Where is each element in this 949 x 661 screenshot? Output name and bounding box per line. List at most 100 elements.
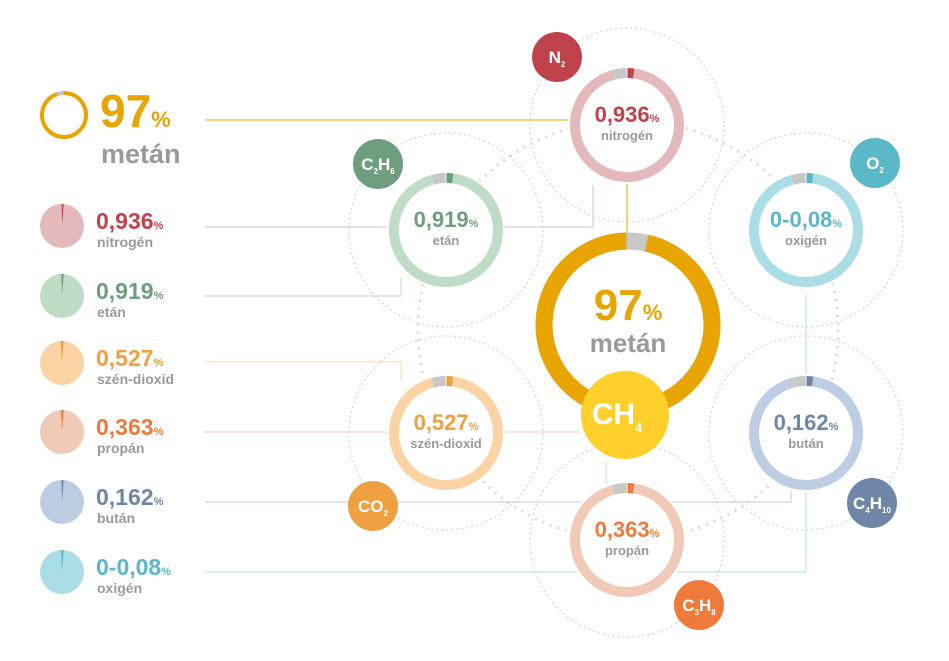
legend-metan-ring: [40, 91, 88, 139]
badge-formula-nitrogen: N2: [549, 48, 566, 69]
badge-circle-oxigen: [850, 138, 900, 188]
halo-etan: [348, 132, 544, 328]
ch4-badge: CH4: [581, 371, 669, 459]
legend-item-propan: 0,363%propán: [40, 409, 164, 456]
ring-value-etan: 0,919%: [414, 207, 479, 232]
ring-arc-szendioxid: [389, 376, 503, 490]
legend-item-etan: 0,919%etán: [40, 273, 164, 320]
badge-formula-propan: C3H8: [682, 596, 716, 617]
badge-circle-propan: [674, 580, 724, 630]
ring-value-oxigen: 0-0,08%: [770, 207, 842, 232]
ring-nitrogen: 0,936%nitrogén: [568, 66, 686, 184]
legend-value-oxigen: 0-0,08%: [96, 554, 171, 580]
ring-arc-oxigen: [749, 173, 863, 287]
badge-etan: C2H6: [353, 139, 403, 189]
ring-label-nitrogen: nitrogén: [601, 128, 653, 143]
legend-pie-gap-szendioxid: [60, 340, 62, 363]
legend-metan-gap: [56, 91, 64, 97]
legend-pie-slice-oxigen: [62, 549, 64, 572]
halo-nitrogen: [529, 27, 725, 223]
badge-circle-nitrogen: [532, 32, 582, 82]
ring-label-propan: propán: [605, 543, 649, 558]
legend-pie-gap-butan: [60, 479, 62, 502]
legend-label-propan: propán: [97, 440, 144, 456]
ring-arc-nitrogen: [570, 68, 684, 182]
ring-backdrop-nitrogen: [568, 66, 686, 184]
legend-label-szendioxid: szén-dioxid: [97, 371, 174, 387]
legend-label-etan: etán: [97, 304, 126, 320]
ring-gap-etan: [431, 173, 446, 185]
ring-gap-nitrogen: [612, 68, 627, 80]
ring-value-butan: 0,162%: [774, 410, 839, 435]
badge-formula-oxigen: O2: [866, 154, 884, 175]
ring-value-propan: 0,363%: [595, 517, 660, 542]
metan-center-value: 97%: [594, 281, 663, 330]
ring-arc-butan: [749, 376, 863, 490]
legend-label-nitrogen: nitrogén: [97, 234, 153, 250]
ring-label-szendioxid: szén-dioxid: [410, 436, 482, 451]
ring-propan: 0,363%propán: [568, 481, 686, 599]
ring-etan: 0,919%etán: [387, 171, 505, 289]
ring-value-nitrogen: 0,936%: [595, 102, 660, 127]
ring-backdrop-oxigen: [747, 171, 865, 289]
ch4-formula: CH4: [592, 398, 643, 435]
ring-backdrop-butan: [747, 374, 865, 492]
legend-label-butan: bután: [97, 510, 135, 526]
ring-oxigen: 0-0,08%oxigén: [747, 171, 865, 289]
legend-value-etan: 0,919%: [96, 278, 164, 304]
ring-label-oxigen: oxigén: [785, 233, 827, 248]
legend-pie-gap-nitrogen: [60, 203, 62, 226]
legend-pie-gap-etan: [60, 273, 62, 296]
legend-metan-label: metán: [101, 139, 181, 169]
ring-szendioxid: 0,527%szén-dioxid: [387, 374, 505, 492]
legend-metan: 97% metán: [40, 85, 181, 169]
badge-circle-butan: [847, 478, 897, 528]
ring-gap-szendioxid: [431, 376, 446, 388]
badge-szendioxid: CO2: [348, 481, 398, 531]
legend-value-szendioxid: 0,527%: [96, 345, 164, 371]
legend-pie-gap-propan: [60, 409, 62, 432]
ring-gap-oxigen: [791, 173, 806, 185]
ring-arc-propan: [570, 483, 684, 597]
badge-formula-szendioxid: CO2: [358, 497, 389, 518]
legend-pie-slice-butan: [62, 479, 64, 502]
component-rings: 0,936%nitrogén 0,919%etán 0,527%szén-dioxi…: [387, 66, 865, 599]
legend-pie-slice-szendioxid: [62, 340, 64, 363]
legend-value-propan: 0,363%: [96, 414, 164, 440]
ring-label-etan: etán: [433, 233, 460, 248]
legend-pie-slice-propan: [62, 409, 64, 432]
legend-item-nitrogen: 0,936%nitrogén: [40, 203, 164, 250]
badge-oxigen: O2: [850, 138, 900, 188]
legend-list: 0,936%nitrogén 0,919%etán 0,527%szén-dioxi…: [40, 203, 174, 596]
badge-nitrogen: N2: [532, 32, 582, 82]
ch4-badge-circle: [581, 371, 669, 459]
ring-butan: 0,162%bután: [747, 374, 865, 492]
metan-center-label: metán: [590, 328, 667, 358]
badge-circle-szendioxid: [348, 481, 398, 531]
legend-item-szendioxid: 0,527%szén-dioxid: [40, 340, 174, 387]
legend-value-butan: 0,162%: [96, 484, 164, 510]
legend-label-oxigen: oxigén: [97, 580, 142, 596]
ring-label-butan: bután: [788, 436, 823, 451]
legend-metan-value: 97%: [100, 85, 171, 137]
connector-etan: [205, 278, 402, 297]
legend-item-oxigen: 0-0,08%oxigén: [40, 549, 171, 596]
legend-pie-slice-etan: [62, 273, 64, 296]
badge-formula-etan: C2H6: [361, 155, 395, 176]
badge-propan: C3H8: [674, 580, 724, 630]
halo-szendioxid: [348, 335, 544, 531]
legend-item-butan: 0,162%bután: [40, 479, 164, 526]
halo-oxigen: [708, 132, 904, 328]
connector-szendioxid: [205, 361, 402, 380]
legend-pie-gap-oxigen: [60, 549, 62, 572]
legend-value-nitrogen: 0,936%: [96, 208, 164, 234]
ring-backdrop-etan: [387, 171, 505, 289]
ring-gap-propan: [612, 483, 627, 495]
ring-gap-butan: [791, 376, 806, 388]
connector-nitrogen: [205, 185, 594, 228]
badge-butan: C4H10: [847, 478, 897, 528]
formula-badges: N2 C2H6 CO2 C3H8 C4H10 O2: [348, 32, 900, 630]
ring-arc-etan: [389, 173, 503, 287]
badge-circle-etan: [353, 139, 403, 189]
